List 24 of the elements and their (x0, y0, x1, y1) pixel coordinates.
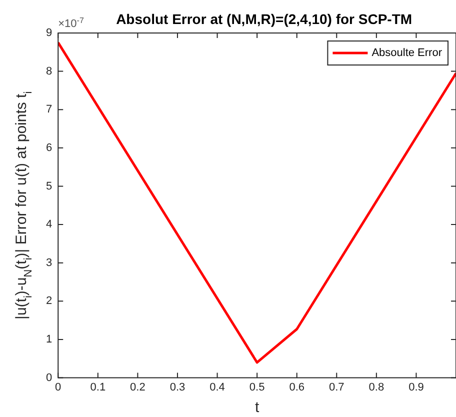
x-axis-title: t (254, 399, 260, 416)
legend-label: Absoulte Error (372, 47, 442, 60)
y-tick-label: 6 (46, 142, 52, 154)
chart-title: Absolut Error at (N,M,R)=(2,4,10) for SCP-TM (116, 11, 412, 27)
y-tick-label: 9 (46, 27, 52, 40)
x-tick-label: 0.2 (130, 381, 146, 394)
y-tick-label: 5 (46, 180, 52, 192)
x-tick-label: 0.1 (90, 381, 106, 394)
x-tick-label: 0.4 (210, 381, 225, 394)
y-tick-label: 2 (46, 295, 52, 308)
x-tick-label: 0.6 (289, 381, 304, 394)
y-tick-label: 4 (46, 218, 52, 231)
y-tick-label: 1 (46, 334, 52, 346)
y-tick-label: 3 (46, 256, 52, 269)
y-tick-label: 8 (46, 65, 52, 78)
y-tick-label: 0 (46, 372, 52, 384)
x-tick-label: 0.8 (368, 381, 384, 394)
x-tick-label: 0.5 (249, 381, 265, 394)
x-tick-label: 0.9 (408, 381, 424, 394)
x-tick-label: 0 (55, 381, 62, 394)
y-axis-title: |u(ti)-uN(ti)| Error for u(t) at points ti (13, 91, 34, 320)
x-tick-label: 0.3 (170, 381, 186, 394)
y-tick-label: 7 (46, 104, 52, 116)
x-tick-label: 0.7 (328, 381, 344, 394)
